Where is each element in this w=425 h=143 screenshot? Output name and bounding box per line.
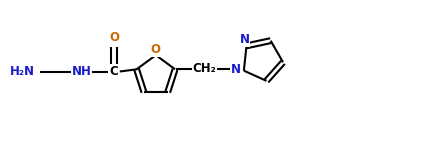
Text: O: O: [109, 31, 119, 44]
Text: N: N: [230, 63, 241, 76]
Text: C: C: [110, 65, 119, 78]
Text: N: N: [230, 63, 241, 76]
Text: N: N: [239, 33, 249, 46]
Text: NH: NH: [72, 65, 92, 78]
Text: O: O: [151, 43, 161, 56]
Text: CH₂: CH₂: [193, 62, 216, 75]
Text: H₂N: H₂N: [10, 65, 35, 78]
